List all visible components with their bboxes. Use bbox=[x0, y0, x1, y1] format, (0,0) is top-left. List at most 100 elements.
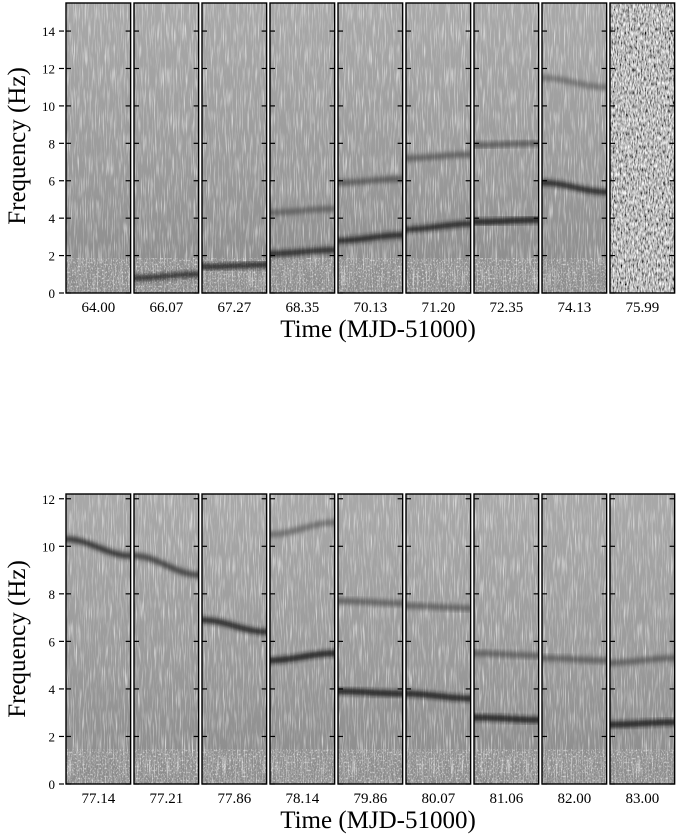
x-tick-label: 68.35 bbox=[285, 300, 319, 316]
bottom-chart: 77.14 77.21 77.86 78.14 79.86 80.07 81.06 82.00… bbox=[4, 492, 676, 834]
panel-frame bbox=[269, 2, 336, 294]
qpo-band bbox=[405, 151, 471, 162]
qpo-band bbox=[269, 205, 335, 216]
x-tick-label: 71.20 bbox=[421, 300, 455, 316]
spectrogram-panel: 79.86 bbox=[337, 493, 404, 807]
panel-streaks bbox=[202, 494, 267, 784]
x-tick-label: 81.06 bbox=[489, 791, 523, 807]
panel-low-frequency-noise bbox=[134, 749, 199, 784]
spectrogram-panel: 66.07 bbox=[133, 2, 200, 316]
spectrogram-panel: 80.07 bbox=[405, 493, 472, 807]
qpo-band bbox=[473, 714, 539, 723]
spectrogram-panel: 67.27 bbox=[201, 2, 268, 316]
y-axis-title: Frequency (Hz) bbox=[4, 67, 31, 225]
panel-frame bbox=[337, 2, 404, 294]
panel-streaks bbox=[338, 3, 403, 293]
spectrogram-panel: 83.00 bbox=[609, 493, 676, 807]
panel-frame bbox=[337, 493, 404, 785]
spectrogram-panel: 70.13 bbox=[337, 2, 404, 316]
x-tick-label: 64.00 bbox=[81, 300, 115, 316]
y-tick-label: 8 bbox=[49, 587, 56, 602]
qpo-band bbox=[201, 261, 267, 270]
qpo-band bbox=[269, 519, 335, 538]
qpo-band bbox=[541, 655, 607, 664]
panel-low-frequency-noise bbox=[610, 749, 675, 784]
panel-frame bbox=[201, 493, 268, 785]
y-tick-label: 12 bbox=[42, 61, 55, 76]
panel-frame bbox=[405, 2, 472, 294]
panel-low-frequency-noise bbox=[202, 749, 267, 784]
x-tick-label: 74.13 bbox=[557, 300, 591, 316]
x-tick-label: 77.86 bbox=[217, 791, 251, 807]
panel-low-frequency-noise bbox=[338, 749, 403, 784]
qpo-band bbox=[473, 140, 539, 149]
qpo-band bbox=[337, 688, 403, 697]
panel-streaks bbox=[610, 494, 675, 784]
y-tick-label: 6 bbox=[49, 174, 56, 189]
panel-frame bbox=[541, 493, 608, 785]
panel-low-frequency-noise bbox=[66, 258, 131, 293]
y-axis: 0 2 4 6 8 10 12 bbox=[42, 492, 64, 792]
panel-frame bbox=[269, 493, 336, 785]
qpo-band bbox=[405, 220, 471, 233]
qpo-band bbox=[405, 690, 471, 702]
qpo-band bbox=[133, 552, 199, 578]
panel-frame bbox=[405, 493, 472, 785]
top-chart: 64.00 66.07 67.27 68.35 70.13 71.20 72.35 74.13… bbox=[4, 2, 676, 343]
qpo-band bbox=[65, 536, 131, 559]
qpo-band bbox=[269, 650, 335, 664]
panel-streaks bbox=[542, 494, 607, 784]
x-tick-label: 67.27 bbox=[217, 300, 251, 316]
qpo-band bbox=[405, 602, 471, 612]
qpo-band bbox=[133, 271, 199, 282]
panel-low-frequency-noise bbox=[542, 749, 607, 784]
panel-streaks bbox=[474, 494, 539, 784]
panel-streaks bbox=[406, 3, 471, 293]
panel-frame bbox=[609, 493, 676, 785]
spectrogram-panel: 77.21 bbox=[133, 493, 200, 807]
qpo-band bbox=[337, 597, 403, 607]
spectrogram-panel: 81.06 bbox=[473, 493, 540, 807]
x-tick-label: 66.07 bbox=[149, 300, 183, 316]
panel-frame bbox=[473, 2, 540, 294]
spectrogram-panel: 68.35 bbox=[269, 2, 336, 316]
y-tick-label: 14 bbox=[42, 24, 56, 39]
spectrogram-panel: 77.14 bbox=[65, 493, 132, 807]
panel-frame bbox=[541, 2, 608, 294]
y-tick-label: 6 bbox=[49, 634, 56, 649]
qpo-band bbox=[473, 217, 539, 225]
y-tick-label: 0 bbox=[49, 777, 56, 792]
qpo-band bbox=[269, 246, 335, 257]
x-tick-label: 75.99 bbox=[625, 300, 659, 316]
panel-low-frequency-noise bbox=[406, 258, 471, 293]
y-axis: 0 2 4 6 8 10 12 14 bbox=[42, 24, 64, 301]
panel-frame bbox=[473, 493, 540, 785]
spectrogram-panel: 82.00 bbox=[541, 493, 608, 807]
x-tick-label: 80.07 bbox=[421, 791, 455, 807]
panel-streaks bbox=[542, 3, 607, 293]
x-tick-label: 82.00 bbox=[557, 791, 591, 807]
panel-streaks bbox=[66, 3, 131, 293]
spectrogram-panel: 74.13 bbox=[541, 2, 608, 316]
x-axis-title: Time (MJD-51000) bbox=[280, 807, 476, 834]
x-axis-title: Time (MJD-51000) bbox=[280, 316, 476, 343]
qpo-band bbox=[201, 616, 267, 635]
panel-low-frequency-noise bbox=[270, 258, 335, 293]
y-tick-label: 4 bbox=[49, 211, 56, 226]
y-tick-label: 0 bbox=[49, 286, 56, 301]
y-tick-label: 4 bbox=[49, 682, 56, 697]
panel-low-frequency-noise bbox=[270, 749, 335, 784]
qpo-band bbox=[541, 179, 607, 195]
panel-frame bbox=[65, 493, 132, 785]
x-tick-label: 77.14 bbox=[81, 791, 115, 807]
x-tick-label: 83.00 bbox=[625, 791, 659, 807]
panel-low-frequency-noise bbox=[338, 258, 403, 293]
spectrogram-panel: 77.86 bbox=[201, 493, 268, 807]
qpo-band bbox=[473, 650, 539, 659]
qpo-band bbox=[609, 719, 675, 728]
panel-low-frequency-noise bbox=[406, 749, 471, 784]
spectrogram-panel: 64.00 bbox=[65, 2, 132, 316]
x-tick-label: 72.35 bbox=[489, 300, 523, 316]
qpo-band bbox=[337, 232, 403, 244]
